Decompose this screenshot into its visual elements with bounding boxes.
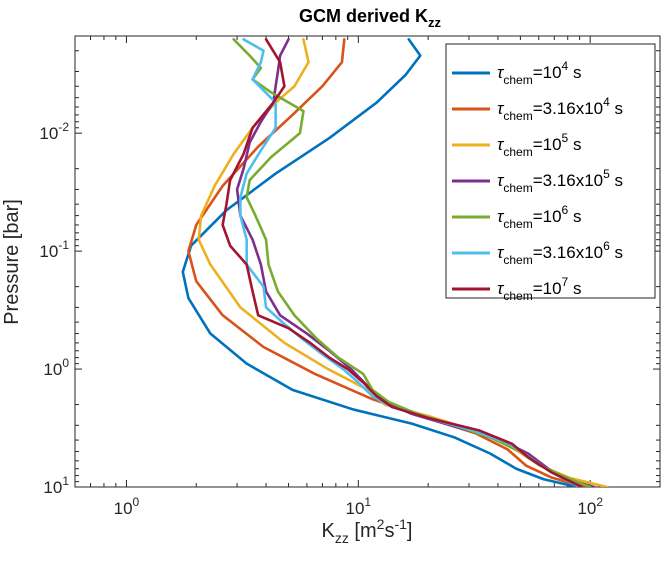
y-tick-label: 10-2 xyxy=(39,120,69,143)
chart-title: GCM derived Kzz xyxy=(299,6,442,30)
series-line-2 xyxy=(187,38,587,487)
series-lines xyxy=(181,38,609,487)
legend-label-3: τchem=105 s xyxy=(497,131,581,159)
y-tick-label: 101 xyxy=(43,474,69,497)
legend-label-7: τchem=107 s xyxy=(497,275,581,303)
x-tick-label: 101 xyxy=(346,495,372,518)
y-tick-label: 10-1 xyxy=(39,238,69,261)
x-axis-title: Kzz [m2s-1] xyxy=(322,516,413,546)
tick-labels: 100 101 102 10-2 10-1 100 101 xyxy=(39,120,603,518)
x-tick-label: 100 xyxy=(114,495,140,518)
legend-label-4: τchem=3.16x105 s xyxy=(497,167,623,195)
y-axis-title: Pressure [bar] xyxy=(1,199,23,325)
series-line-1 xyxy=(181,38,579,487)
legend-box xyxy=(445,43,656,299)
y-tick-label: 100 xyxy=(43,356,69,379)
tick-marks xyxy=(74,36,661,488)
legend-label-2: τchem=3.16x104 s xyxy=(497,95,623,123)
x-tick-label: 102 xyxy=(577,495,603,518)
series-line-7 xyxy=(221,38,584,487)
legend-label-6: τchem=3.16x106 s xyxy=(497,239,623,267)
legend-label-1: τchem=104 s xyxy=(497,59,581,87)
legend-label-5: τchem=106 s xyxy=(497,203,581,231)
legend: τchem=104 s τchem=3.16x104 s τchem=105 s τc… xyxy=(445,43,656,303)
